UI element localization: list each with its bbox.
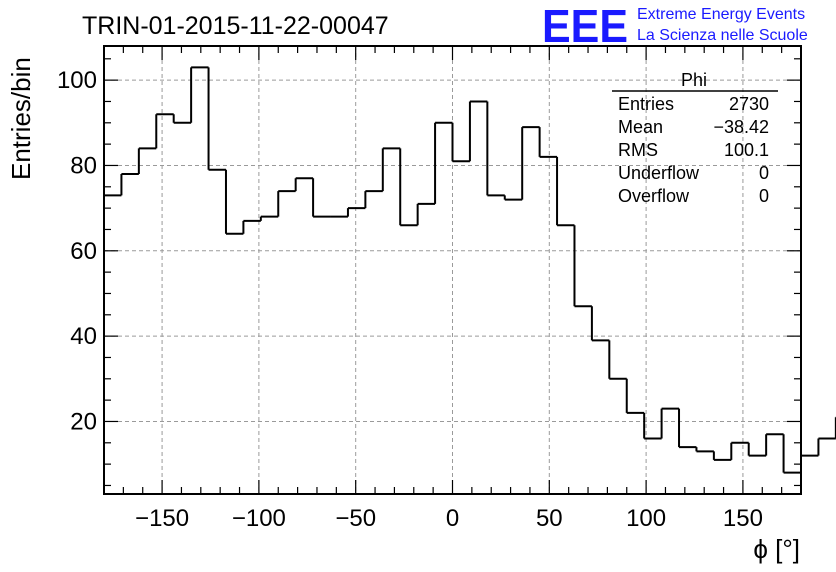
- histogram-bin: [817, 437, 836, 456]
- histogram-bin: [294, 177, 314, 192]
- stats-label: RMS: [618, 140, 658, 160]
- histogram-bin: [590, 306, 610, 342]
- x-tick-label: 50: [536, 505, 563, 532]
- histogram-bin: [660, 407, 680, 439]
- x-tick-label: 150: [723, 505, 763, 532]
- stats-value: 2730: [729, 94, 769, 114]
- histogram-bin: [364, 190, 383, 209]
- x-tick-label: 100: [626, 505, 666, 532]
- histogram-bin: [172, 114, 192, 124]
- stats-name: Phi: [681, 70, 707, 90]
- x-axis-ticks: −150 −100 −50 0 50 100 150: [103, 46, 802, 532]
- histogram-bin: [190, 66, 209, 123]
- histogram-bin: [573, 225, 592, 308]
- x-axis-label: ϕ [°]: [753, 534, 800, 564]
- eee-logo: EEE Extreme Energy Events La Scienza nel…: [542, 0, 808, 52]
- histogram-bin: [137, 147, 157, 174]
- histogram-bin: [625, 378, 645, 414]
- histogram-bin: [782, 434, 801, 474]
- histogram-bin: [695, 447, 714, 453]
- y-axis-label: Entries/bin: [6, 57, 36, 180]
- histogram-bin: [765, 433, 784, 456]
- x-tick-label: −100: [232, 505, 286, 532]
- histogram-bin: [468, 100, 488, 162]
- histogram-bin: [730, 441, 749, 460]
- histogram-bin: [556, 156, 575, 227]
- histogram-bin: [224, 169, 244, 235]
- stats-label: Underflow: [618, 163, 700, 183]
- x-tick-label: 0: [446, 505, 459, 532]
- histogram-bin: [259, 215, 279, 221]
- histogram-bin: [800, 454, 819, 473]
- logo-line-1: Extreme Energy Events: [637, 6, 805, 23]
- logo-line-2: La Scienza nelle Scuole: [637, 27, 808, 44]
- histogram-bin: [155, 113, 174, 149]
- chart-title: TRIN-01-2015-11-22-00047: [82, 12, 389, 40]
- y-tick-label: 20: [70, 408, 97, 435]
- histogram-series: [104, 66, 836, 474]
- histogram-bin: [242, 219, 261, 234]
- y-axis-ticks: 20 40 60 80 100: [57, 58, 801, 487]
- logo-mark: EEE: [542, 0, 628, 52]
- stats-box: Phi Entries 2730 Mean −38.42 RMS 100.1 Underfl…: [612, 70, 778, 206]
- stats-label: Mean: [618, 117, 663, 137]
- histogram-bin: [120, 173, 139, 196]
- stats-value: 100.1: [724, 140, 769, 160]
- stats-value: 0: [759, 186, 769, 206]
- histogram-bin: [747, 442, 767, 457]
- stats-label: Overflow: [618, 186, 690, 206]
- histogram-bin: [416, 202, 436, 226]
- histogram-bin: [451, 122, 470, 163]
- stats-value: 0: [759, 163, 769, 183]
- stats-label: Entries: [618, 94, 674, 114]
- histogram-bin: [207, 67, 226, 171]
- histogram-bin: [643, 412, 662, 440]
- x-tick-label: −50: [335, 505, 376, 532]
- histogram-bin: [503, 195, 523, 201]
- y-tick-label: 60: [70, 238, 97, 265]
- histogram-bin: [712, 451, 732, 461]
- x-tick-label: −150: [135, 505, 189, 532]
- histogram-bin: [277, 190, 296, 217]
- histogram-bin: [381, 147, 401, 192]
- histogram-bin: [399, 148, 418, 227]
- y-tick-label: 100: [57, 67, 97, 94]
- histogram-bin: [346, 207, 366, 217]
- histogram-bin: [486, 101, 505, 197]
- stats-value: −38.42: [713, 117, 769, 137]
- histogram-bin: [312, 178, 331, 218]
- histogram-bin: [434, 121, 453, 204]
- y-tick-label: 40: [70, 323, 97, 350]
- histogram-bin: [608, 340, 627, 380]
- y-tick-label: 80: [70, 152, 97, 179]
- grid: [104, 46, 801, 494]
- histogram-bin: [678, 408, 697, 449]
- histogram-bin: [521, 126, 540, 200]
- histogram-bin: [538, 127, 558, 158]
